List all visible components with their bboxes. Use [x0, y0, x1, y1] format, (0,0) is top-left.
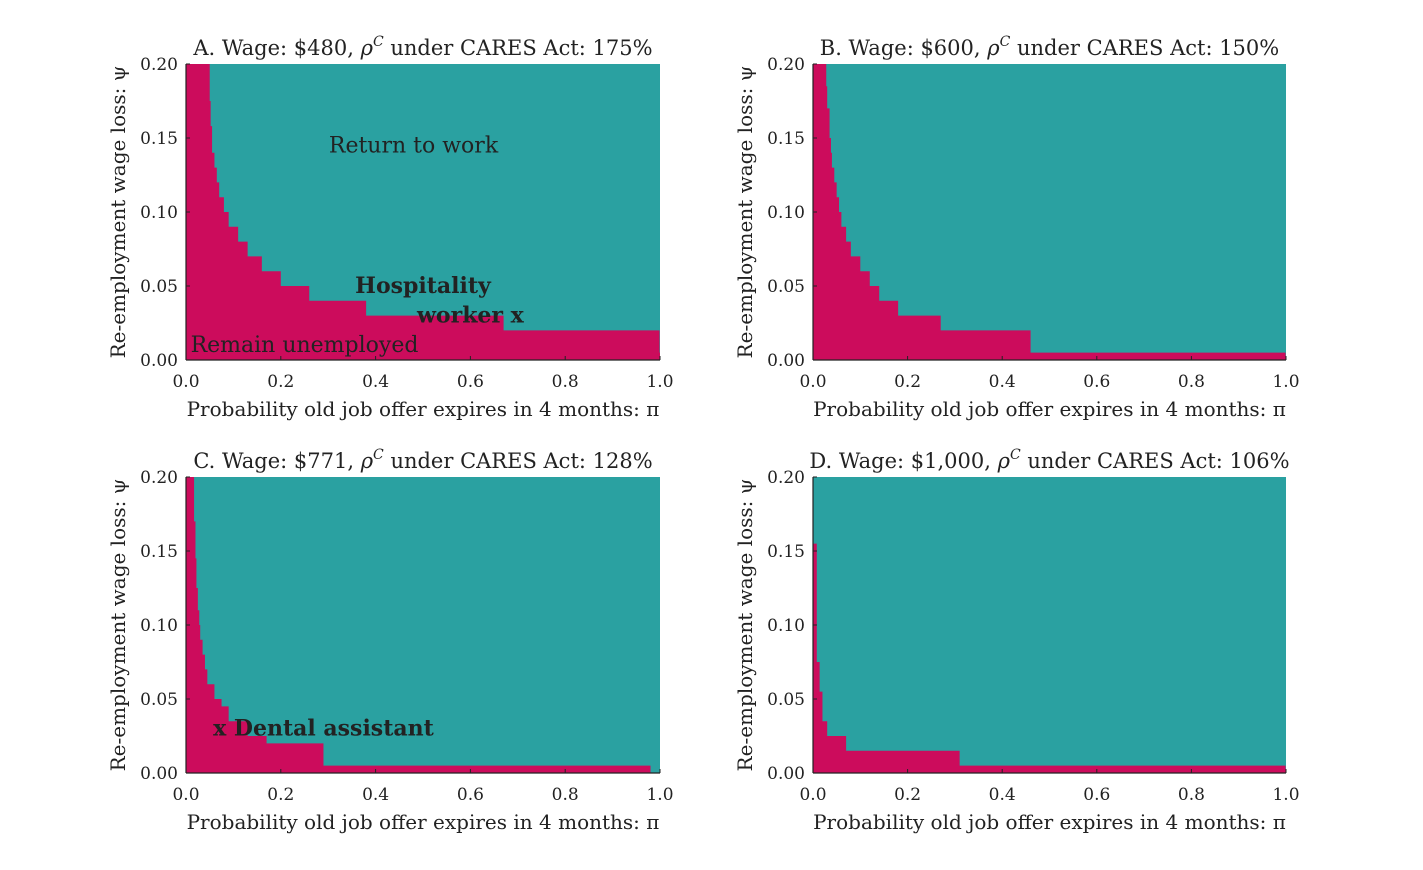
x-tick-label: 0.2: [894, 785, 921, 805]
y-axis-label: Re-employment wage loss: ψ: [733, 66, 757, 359]
y-tick-label: 0.00: [767, 351, 805, 371]
x-tick-label: 1.0: [1272, 372, 1299, 392]
x-tick-label: 0.8: [552, 372, 579, 392]
y-tick-label: 0.05: [140, 277, 178, 297]
x-tick-label: 0.0: [172, 372, 199, 392]
annotation-label: x Dental assistant: [213, 716, 434, 742]
remain-unemployed-region: [186, 477, 660, 773]
x-tick-label: 0.0: [799, 372, 826, 392]
y-tick-label: 0.15: [767, 129, 805, 149]
y-tick-label: 0.00: [140, 764, 178, 784]
remain-unemployed-region: [813, 64, 1286, 360]
chart-title: B. Wage: $600, ρC under CARES Act: 150%: [820, 34, 1279, 60]
x-axis-label: Probability old job offer expires in 4 m…: [187, 397, 660, 421]
y-tick-label: 0.10: [767, 203, 805, 223]
y-tick-label: 0.20: [140, 468, 178, 488]
annotation-label: Hospitality: [355, 273, 492, 299]
y-tick-label: 0.00: [767, 764, 805, 784]
x-tick-label: 1.0: [1272, 785, 1299, 805]
x-tick-label: 0.6: [1083, 372, 1110, 392]
y-tick-label: 0.10: [140, 203, 178, 223]
x-axis-label: Probability old job offer expires in 4 m…: [813, 810, 1286, 834]
x-tick-label: 0.4: [989, 785, 1016, 805]
x-tick-label: 0.6: [1083, 785, 1110, 805]
chart-panel: 0.0 0.2 0.4 0.6 0.8 1.0 0.00 0.05 0.10 0.15 0.20 B.…: [733, 34, 1300, 421]
y-tick-label: 0.20: [767, 55, 805, 75]
y-tick-label: 0.10: [140, 616, 178, 636]
x-tick-label: 0.8: [1178, 785, 1205, 805]
x-tick-label: 0.4: [362, 785, 389, 805]
x-tick-label: 0.2: [267, 372, 294, 392]
x-axis-label: Probability old job offer expires in 4 m…: [187, 810, 660, 834]
y-tick-label: 0.15: [767, 542, 805, 562]
y-axis-label: Re-employment wage loss: ψ: [106, 479, 130, 772]
y-tick-label: 0.05: [767, 690, 805, 710]
x-tick-label: 0.8: [552, 785, 579, 805]
y-tick-label: 0.05: [140, 690, 178, 710]
x-tick-label: 0.4: [362, 372, 389, 392]
x-tick-label: 0.2: [267, 785, 294, 805]
chart-panel: 0.0 0.2 0.4 0.6 0.8 1.0 0.00 0.05 0.10 0.15 0.20D.…: [733, 447, 1300, 834]
annotation-label: worker x: [416, 303, 525, 329]
chart-title: A. Wage: $480, ρC under CARES Act: 175%: [192, 34, 652, 60]
return-to-work-region: [813, 477, 1286, 773]
x-tick-label: 0.6: [457, 785, 484, 805]
y-tick-label: 0.20: [767, 468, 805, 488]
x-tick-label: 0.0: [799, 785, 826, 805]
chart-title: C. Wage: $771, ρC under CARES Act: 128%: [193, 447, 652, 473]
y-axis-label: Re-employment wage loss: ψ: [733, 479, 757, 772]
x-tick-label: 0.6: [457, 372, 484, 392]
y-tick-label: 0.00: [140, 351, 178, 371]
chart-title: D. Wage: $1,000, ρC under CARES Act: 106…: [809, 447, 1289, 473]
chart-panel: 0.0 0.2 0.4 0.6 0.8 1.0 0.00 0.05 0.10 0.15 0.20 C.…: [106, 447, 674, 834]
y-tick-label: 0.05: [767, 277, 805, 297]
chart-panel: 0.0 0.2 0.4 0.6 0.8 1.0 0.00 0.05 0.10 0.15 0.20 A.…: [106, 34, 674, 421]
return-to-work-region: [186, 477, 660, 773]
y-axis-label: Re-employment wage loss: ψ: [106, 66, 130, 359]
remain-unemployed-region: [186, 64, 660, 360]
y-tick-label: 0.15: [140, 542, 178, 562]
x-tick-label: 1.0: [646, 785, 673, 805]
x-tick-label: 0.2: [894, 372, 921, 392]
annotation-label: Return to work: [329, 133, 499, 158]
y-tick-label: 0.15: [140, 129, 178, 149]
y-tick-label: 0.10: [767, 616, 805, 636]
x-tick-label: 1.0: [646, 372, 673, 392]
annotation-label: Remain unemployed: [191, 333, 419, 358]
x-axis-label: Probability old job offer expires in 4 m…: [813, 397, 1286, 421]
x-tick-label: 0.0: [172, 785, 199, 805]
x-tick-label: 0.4: [989, 372, 1016, 392]
x-tick-label: 0.8: [1178, 372, 1205, 392]
y-tick-label: 0.20: [140, 55, 178, 75]
